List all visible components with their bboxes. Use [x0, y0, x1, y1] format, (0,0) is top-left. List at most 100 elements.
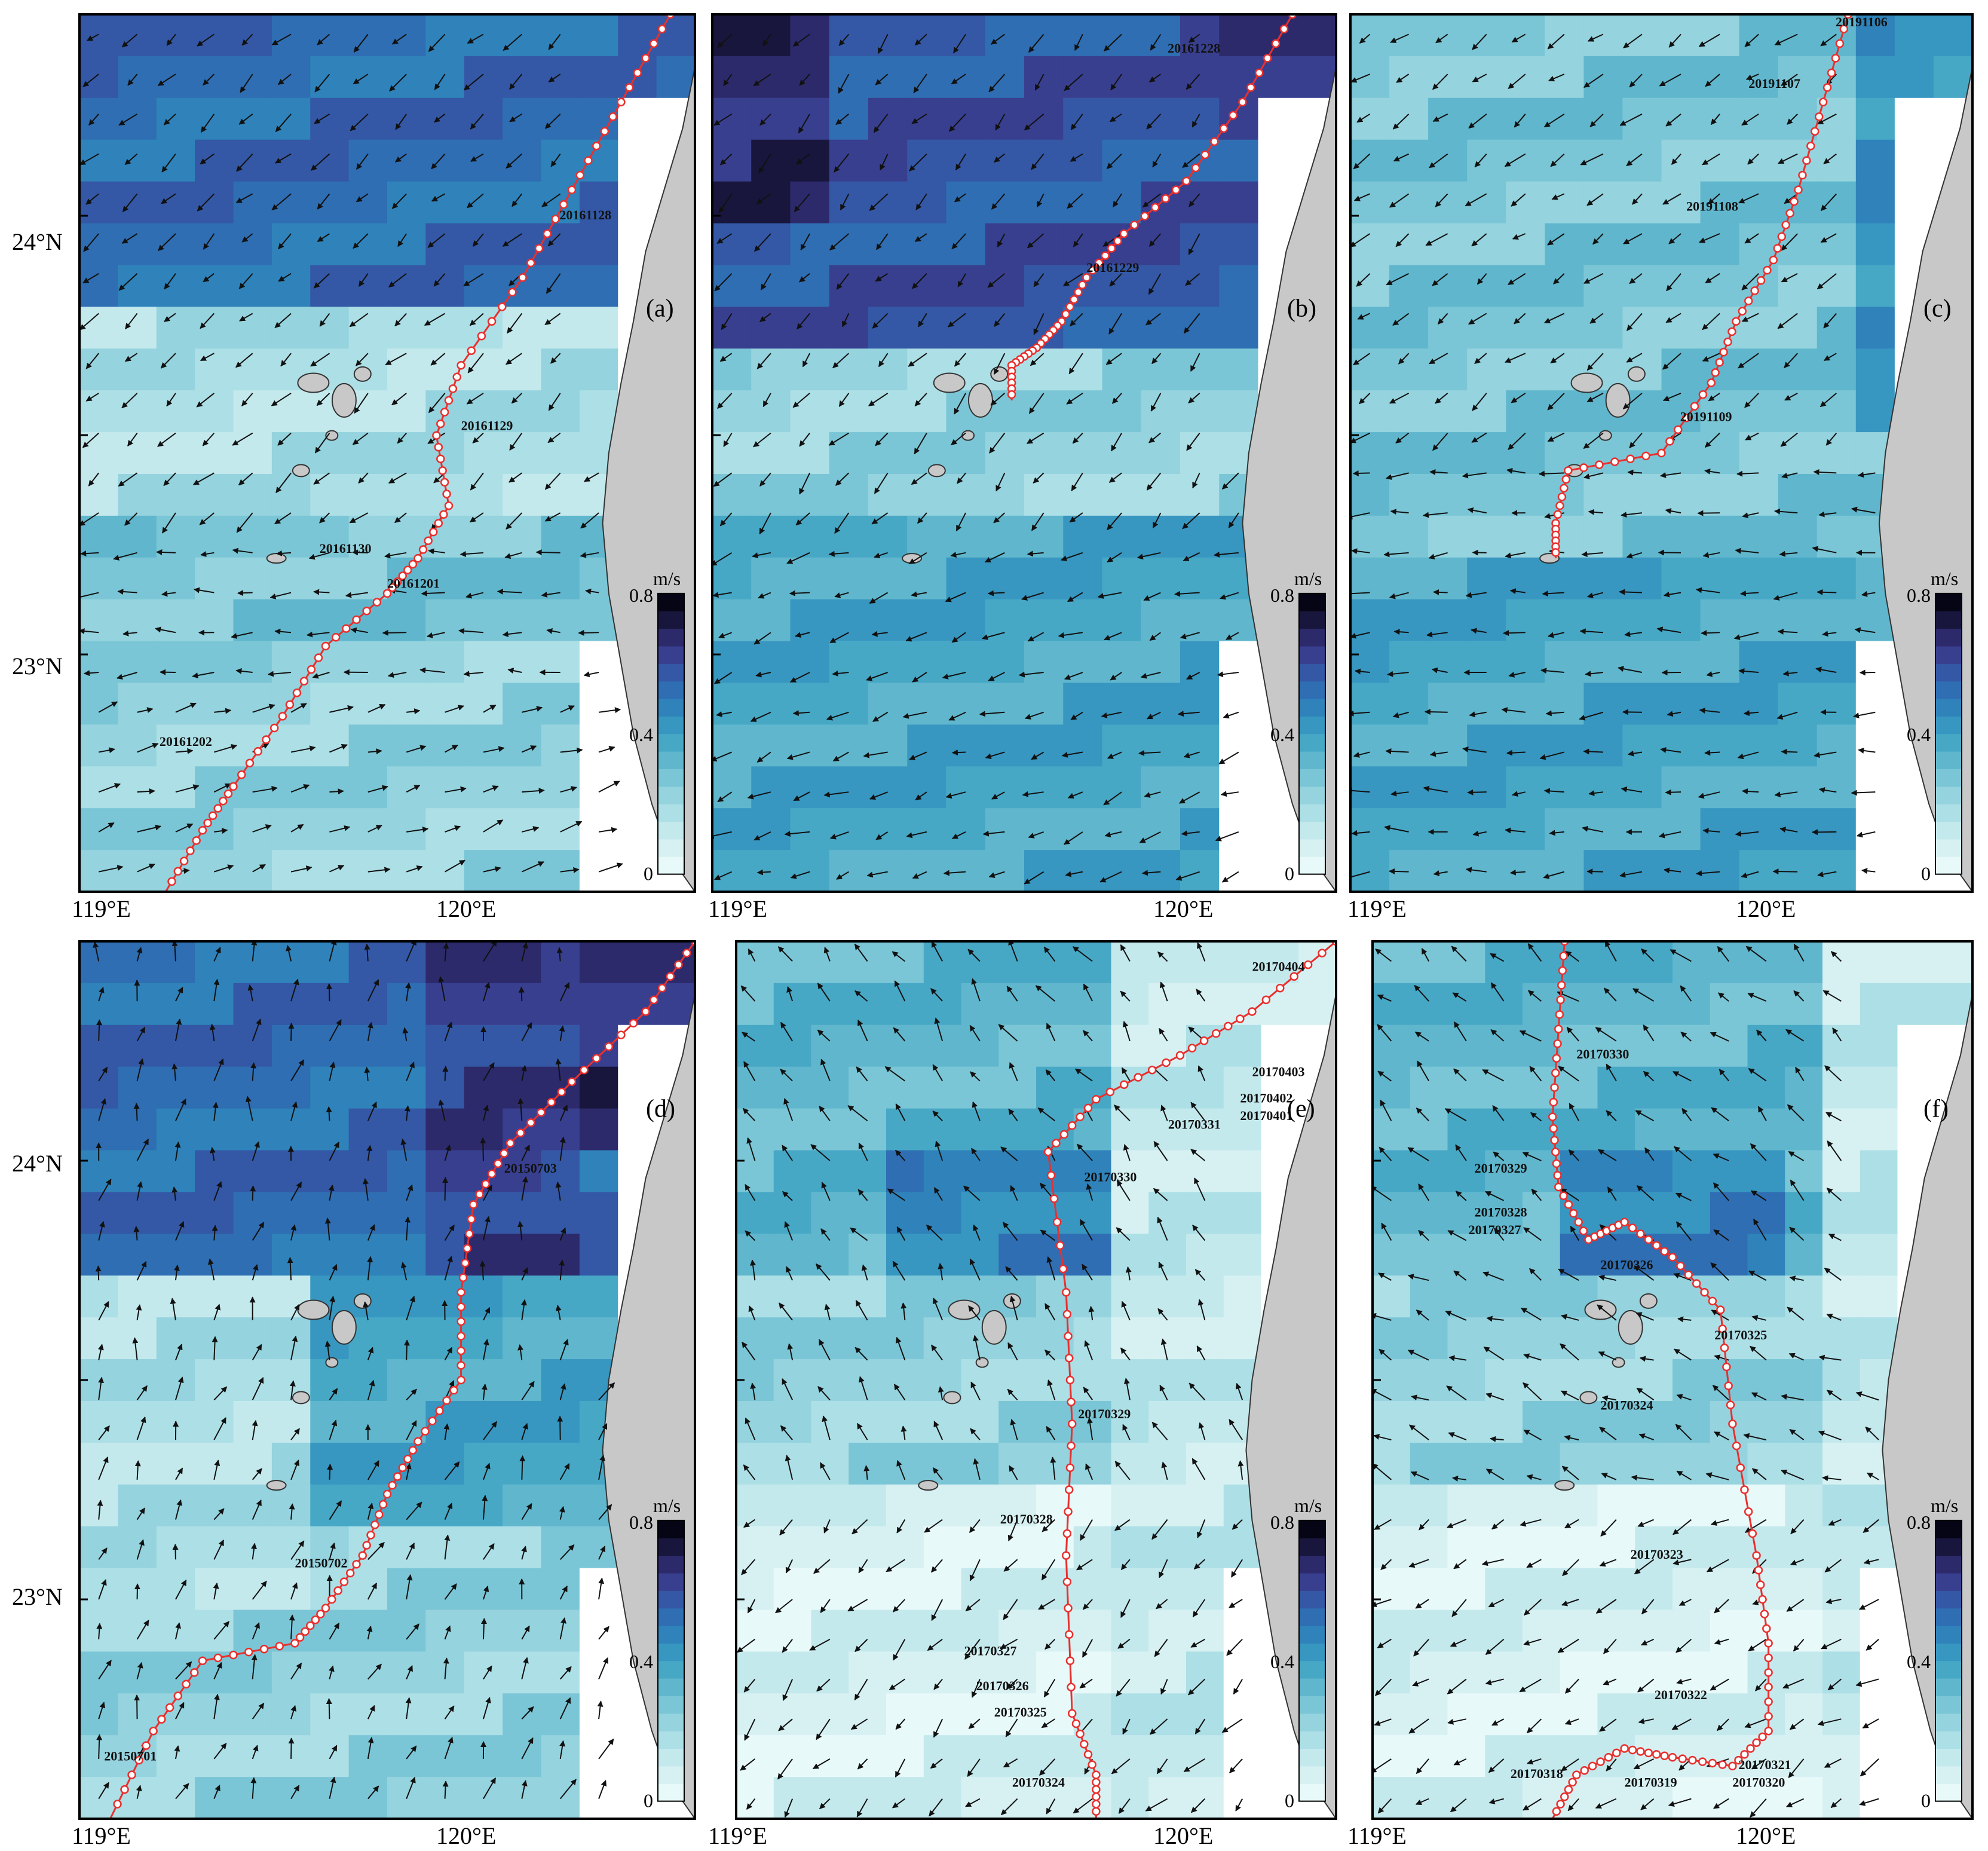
speed-cell: [541, 307, 580, 349]
vector-arrow: [541, 193, 561, 207]
speed-cell: [233, 808, 272, 850]
speed-cell: [1389, 473, 1429, 516]
track-point: [1556, 995, 1565, 1005]
speed-cell: [271, 1192, 311, 1234]
track-point: [262, 735, 271, 744]
date-label: 20161128: [559, 207, 611, 222]
speed-cell: [829, 97, 869, 140]
speed-cell: [961, 983, 999, 1026]
speed-cell: [1410, 1400, 1448, 1443]
vector-arrow: [395, 114, 408, 130]
speed-cell: [1785, 983, 1823, 1026]
speed-cell: [1428, 97, 1468, 140]
speed-cell: [736, 1066, 774, 1109]
track-point: [398, 1463, 407, 1473]
speed-cell: [751, 181, 791, 224]
vector-arrow: [483, 746, 505, 753]
speed-cell: [503, 223, 541, 265]
speed-cell: [1700, 97, 1740, 140]
track-point: [120, 1785, 129, 1794]
vector-arrow: [913, 74, 927, 93]
speed-cell: [1447, 1484, 1485, 1527]
vector-arrow: [238, 273, 253, 289]
speed-cell: [1141, 139, 1181, 182]
speed-cell: [1373, 1066, 1411, 1109]
track-point: [1061, 310, 1070, 319]
speed-cell: [1661, 557, 1701, 600]
speed-cell: [387, 599, 426, 642]
vector-arrow: [873, 114, 889, 133]
speed-cell: [195, 557, 234, 600]
vector-arrow: [161, 512, 176, 534]
speed-cell: [79, 1651, 118, 1694]
speed-cell: [310, 515, 350, 558]
speed-cell: [79, 1693, 118, 1736]
vector-arrow: [880, 154, 889, 171]
vector-arrow: [280, 353, 292, 367]
speed-cell: [348, 1024, 388, 1067]
speed-cell: [1785, 941, 1823, 984]
speed-cell: [1389, 14, 1429, 57]
vector-arrow: [156, 549, 176, 555]
speed-cell: [1111, 1484, 1149, 1527]
panel-letter: (b): [1287, 295, 1316, 323]
speed-cell: [1822, 1777, 1861, 1819]
track-point: [382, 589, 392, 598]
track-point: [314, 653, 323, 662]
current-vectors: [712, 33, 1239, 885]
vector-arrow: [79, 512, 99, 527]
vector-arrow: [991, 193, 1006, 210]
speed-cell: [1389, 390, 1429, 433]
speed-cell: [1855, 56, 1895, 99]
track-point: [1752, 1738, 1761, 1748]
speed-cell: [79, 808, 118, 850]
speed-cell: [712, 307, 752, 349]
track-point: [1551, 1068, 1560, 1078]
speed-cell: [985, 515, 1025, 558]
track-point: [1130, 221, 1139, 230]
track-point: [1762, 1624, 1771, 1633]
speed-cell: [886, 983, 924, 1026]
speed-cell: [998, 1359, 1037, 1402]
speed-cell: [310, 808, 350, 850]
vector-arrow: [200, 153, 215, 165]
speed-cell: [1485, 1693, 1523, 1736]
speed-cell: [503, 1275, 541, 1318]
speed-cell: [195, 181, 234, 224]
vector-arrow: [241, 33, 253, 46]
vector-arrow: [232, 547, 253, 554]
date-label: 20150701: [104, 1749, 157, 1764]
vector-arrow: [326, 983, 332, 1002]
speed-cell: [1186, 1400, 1224, 1443]
vector-arrow: [319, 313, 330, 327]
speed-cell: [923, 1610, 961, 1652]
vector-arrow: [875, 233, 889, 250]
track-point: [403, 565, 412, 574]
speed-cell: [1350, 808, 1390, 850]
speed-cell: [1523, 1400, 1561, 1443]
speed-cell: [923, 1651, 961, 1694]
speed-cell: [1860, 1066, 1898, 1109]
speed-cell: [1219, 641, 1258, 683]
track-point: [1238, 97, 1247, 107]
vector-arrow: [391, 193, 407, 209]
track-point: [388, 1480, 397, 1490]
vector-arrow: [163, 114, 176, 126]
speed-cell: [1389, 515, 1429, 558]
date-label: 20170404: [1252, 959, 1304, 974]
speed-cell: [1622, 683, 1662, 725]
speed-cell: [1073, 1651, 1111, 1694]
speed-cell: [907, 265, 946, 307]
speed-cell: [1102, 14, 1142, 57]
track-point: [1064, 1332, 1073, 1341]
speed-cell: [1467, 599, 1506, 642]
speed-cell: [1700, 683, 1740, 725]
speed-cell: [1661, 348, 1701, 391]
colorbar-unit: m/s: [653, 1495, 681, 1516]
speed-cell: [829, 265, 869, 307]
speed-cell: [464, 850, 503, 892]
speed-cell: [425, 307, 465, 349]
speed-cell: [790, 223, 830, 265]
vector-arrow: [1152, 154, 1162, 168]
speed-cell: [1219, 265, 1258, 307]
